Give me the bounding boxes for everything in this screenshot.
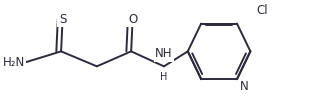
Text: H₂N: H₂N <box>2 56 25 69</box>
Text: N: N <box>240 80 249 93</box>
Text: O: O <box>128 13 137 26</box>
Text: H: H <box>160 72 168 82</box>
Text: S: S <box>59 13 66 26</box>
Text: Cl: Cl <box>256 4 268 17</box>
Text: NH: NH <box>155 48 173 60</box>
